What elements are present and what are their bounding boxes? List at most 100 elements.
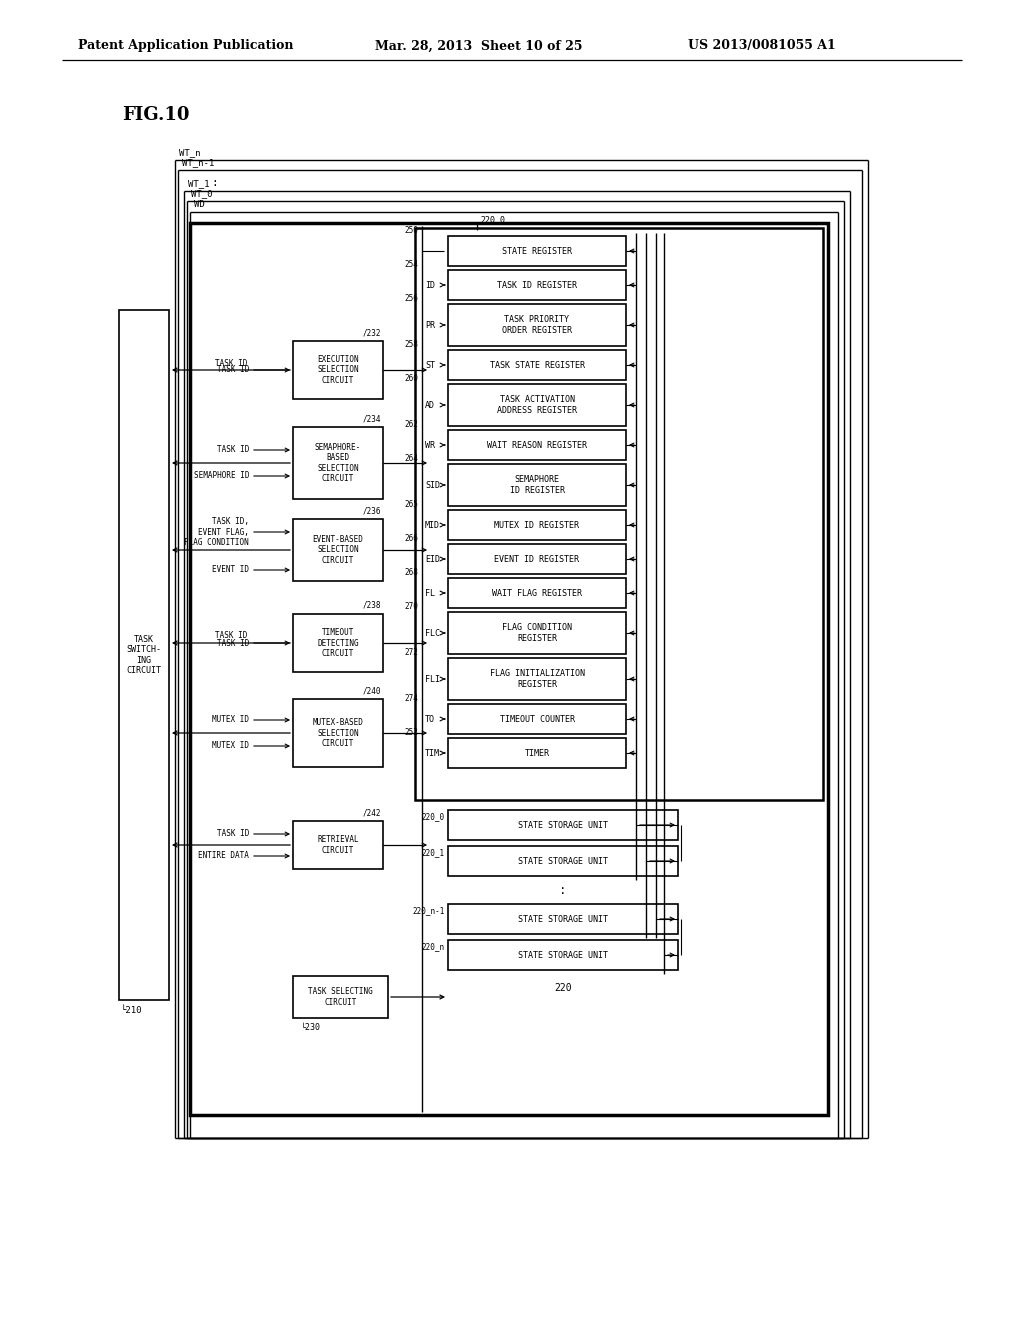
Text: TASK PRIORITY
ORDER REGISTER: TASK PRIORITY ORDER REGISTER xyxy=(502,315,572,335)
Bar xyxy=(449,940,678,970)
Text: TASK ID: TASK ID xyxy=(215,631,247,640)
Text: TASK ID: TASK ID xyxy=(217,446,249,454)
Text: PR: PR xyxy=(425,321,435,330)
Bar xyxy=(119,310,169,1001)
Bar xyxy=(449,904,678,935)
Text: /238: /238 xyxy=(362,601,381,610)
Text: STATE STORAGE UNIT: STATE STORAGE UNIT xyxy=(518,915,608,924)
Text: WAIT REASON REGISTER: WAIT REASON REGISTER xyxy=(487,441,587,450)
Text: 220_0: 220_0 xyxy=(480,215,505,224)
Text: 274: 274 xyxy=(404,694,418,704)
Bar xyxy=(449,810,678,840)
Text: TASK ID: TASK ID xyxy=(217,366,249,375)
Text: /236: /236 xyxy=(362,506,381,515)
Bar xyxy=(449,430,626,459)
Text: FLI: FLI xyxy=(425,675,440,684)
Text: FLAG CONDITION
REGISTER: FLAG CONDITION REGISTER xyxy=(502,623,572,643)
Text: EID: EID xyxy=(425,554,440,564)
Text: 265: 265 xyxy=(404,500,418,510)
Text: /242: /242 xyxy=(362,808,381,817)
Text: 268: 268 xyxy=(404,568,418,577)
Bar xyxy=(449,612,626,653)
Bar xyxy=(449,384,626,426)
Text: :: : xyxy=(559,883,566,896)
Text: RETRIEVAL
CIRCUIT: RETRIEVAL CIRCUIT xyxy=(317,836,358,855)
Text: MUTEX ID: MUTEX ID xyxy=(212,715,249,725)
Text: MUTEX-BASED
SELECTION
CIRCUIT: MUTEX-BASED SELECTION CIRCUIT xyxy=(312,718,364,748)
Bar xyxy=(190,223,828,1115)
Text: SEMAPHORE
ID REGISTER: SEMAPHORE ID REGISTER xyxy=(510,475,564,495)
Text: ST: ST xyxy=(425,360,435,370)
Bar xyxy=(449,657,626,700)
Bar xyxy=(415,228,823,800)
Text: TO: TO xyxy=(425,714,435,723)
Text: SEMAPHORE ID: SEMAPHORE ID xyxy=(194,471,249,480)
Text: TASK ID REGISTER: TASK ID REGISTER xyxy=(497,281,577,289)
Bar xyxy=(449,271,626,300)
Bar xyxy=(449,350,626,380)
Text: STATE STORAGE UNIT: STATE STORAGE UNIT xyxy=(518,821,608,829)
Text: 254: 254 xyxy=(404,260,418,269)
Text: TASK ID,
EVENT FLAG,
FLAG CONDITION: TASK ID, EVENT FLAG, FLAG CONDITION xyxy=(184,517,249,546)
Text: 262: 262 xyxy=(404,420,418,429)
Text: TASK SELECTING
CIRCUIT: TASK SELECTING CIRCUIT xyxy=(308,987,373,1007)
Text: 264: 264 xyxy=(404,454,418,463)
Text: EXECUTION
SELECTION
CIRCUIT: EXECUTION SELECTION CIRCUIT xyxy=(317,355,358,385)
Bar xyxy=(449,578,626,609)
Text: WAIT FLAG REGISTER: WAIT FLAG REGISTER xyxy=(492,589,582,598)
Text: /234: /234 xyxy=(362,414,381,422)
Text: 252: 252 xyxy=(404,729,418,737)
Text: STATE STORAGE UNIT: STATE STORAGE UNIT xyxy=(518,950,608,960)
Text: /232: /232 xyxy=(362,327,381,337)
Text: TASK ID: TASK ID xyxy=(217,639,249,648)
Text: EVENT ID: EVENT ID xyxy=(212,565,249,574)
Text: /240: /240 xyxy=(362,686,381,696)
Text: WD: WD xyxy=(194,201,205,209)
Text: TASK ACTIVATION
ADDRESS REGISTER: TASK ACTIVATION ADDRESS REGISTER xyxy=(497,395,577,414)
Text: AD: AD xyxy=(425,400,435,409)
Bar xyxy=(449,465,626,506)
Bar xyxy=(293,821,383,869)
Text: Mar. 28, 2013  Sheet 10 of 25: Mar. 28, 2013 Sheet 10 of 25 xyxy=(375,40,583,53)
Text: STATE REGISTER: STATE REGISTER xyxy=(502,247,572,256)
Text: 220_1: 220_1 xyxy=(422,847,445,857)
Bar xyxy=(293,426,383,499)
Text: TASK ID: TASK ID xyxy=(217,829,249,838)
Text: EVENT-BASED
SELECTION
CIRCUIT: EVENT-BASED SELECTION CIRCUIT xyxy=(312,535,364,565)
Text: ENTIRE DATA: ENTIRE DATA xyxy=(198,851,249,861)
Text: FL: FL xyxy=(425,589,435,598)
Text: TIMER: TIMER xyxy=(524,748,550,758)
Text: 258: 258 xyxy=(404,341,418,348)
Text: 260: 260 xyxy=(404,374,418,383)
Text: SID: SID xyxy=(425,480,440,490)
Text: Patent Application Publication: Patent Application Publication xyxy=(78,40,294,53)
Text: TIMEOUT
DETECTING
CIRCUIT: TIMEOUT DETECTING CIRCUIT xyxy=(317,628,358,657)
Text: :: : xyxy=(211,178,218,187)
Bar xyxy=(449,738,626,768)
Text: ID: ID xyxy=(425,281,435,289)
Text: 220_0: 220_0 xyxy=(422,812,445,821)
Text: WT_n: WT_n xyxy=(179,148,201,157)
Text: TASK STATE REGISTER: TASK STATE REGISTER xyxy=(489,360,585,370)
Text: WT_n-1: WT_n-1 xyxy=(182,158,214,168)
Text: MUTEX ID: MUTEX ID xyxy=(212,742,249,751)
Text: └230: └230 xyxy=(301,1023,321,1032)
Text: 220_n: 220_n xyxy=(422,942,445,950)
Bar xyxy=(293,341,383,399)
Bar xyxy=(449,510,626,540)
Text: 220: 220 xyxy=(554,983,571,993)
Text: EVENT ID REGISTER: EVENT ID REGISTER xyxy=(495,554,580,564)
Text: MID: MID xyxy=(425,520,440,529)
Bar xyxy=(293,975,388,1018)
Bar xyxy=(449,544,626,574)
Text: FLC: FLC xyxy=(425,628,440,638)
Text: 250: 250 xyxy=(404,226,418,235)
Text: └210: └210 xyxy=(121,1006,142,1015)
Text: TASK
SWITCH-
ING
CIRCUIT: TASK SWITCH- ING CIRCUIT xyxy=(127,635,162,675)
Text: FIG.10: FIG.10 xyxy=(122,106,189,124)
Bar xyxy=(293,519,383,581)
Text: 266: 266 xyxy=(404,535,418,543)
Text: 256: 256 xyxy=(404,294,418,304)
Text: TIMEOUT COUNTER: TIMEOUT COUNTER xyxy=(500,714,574,723)
Text: SEMAPHORE-
BASED
SELECTION
CIRCUIT: SEMAPHORE- BASED SELECTION CIRCUIT xyxy=(314,444,361,483)
